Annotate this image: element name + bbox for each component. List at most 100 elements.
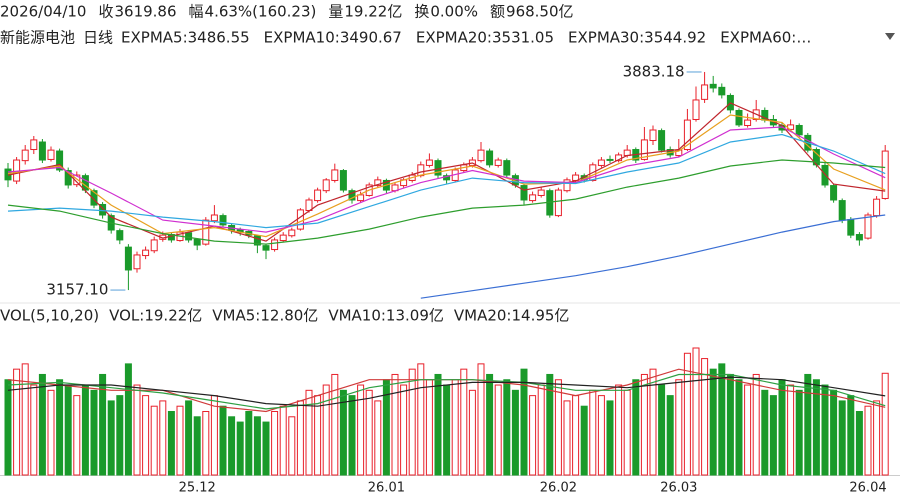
header-label: 换	[414, 3, 429, 21]
candle-body	[339, 170, 347, 191]
volume-bar	[589, 389, 597, 476]
annotation: 3157.10	[46, 281, 108, 299]
volume-bar	[408, 368, 416, 476]
candle-body	[709, 83, 717, 89]
volume-bar	[124, 363, 132, 476]
candle-body	[150, 239, 158, 252]
header-label: 量	[328, 3, 343, 21]
candle-body	[253, 235, 261, 246]
candle-body	[692, 99, 700, 120]
candle-body	[348, 190, 356, 201]
volume-bar	[193, 416, 201, 476]
x-tick-label: 26.01	[368, 481, 405, 496]
legend-expand-icon[interactable]	[885, 33, 895, 40]
volume-bar	[133, 384, 141, 476]
volume-bar	[331, 373, 339, 476]
volume-bar	[735, 379, 743, 476]
legend-entry: VOL:19.22亿	[109, 307, 202, 325]
candle-body	[38, 141, 46, 161]
volume-bar	[632, 379, 640, 476]
candle-body	[744, 119, 752, 126]
candle-body	[279, 234, 287, 242]
volume-bar	[167, 410, 175, 476]
volume-bar	[13, 368, 21, 476]
candle-body	[838, 200, 846, 221]
volume-bar	[202, 410, 210, 476]
candle-body	[864, 214, 872, 239]
volume-bar	[460, 368, 468, 476]
candle-body	[563, 179, 571, 192]
volume-bar	[21, 363, 29, 476]
candle-body	[477, 149, 485, 162]
volume-bar	[288, 416, 296, 476]
candle-body	[64, 170, 72, 186]
candle-body	[133, 254, 141, 270]
volume-bar	[503, 379, 511, 476]
volume-bar	[374, 400, 382, 476]
candle-body	[795, 124, 803, 136]
candle-body	[425, 159, 433, 166]
volume-bar	[279, 405, 287, 476]
candle-body	[142, 249, 150, 257]
volume-bar	[873, 400, 881, 476]
candle-body	[73, 174, 81, 186]
legend-entry: EXPMA10:3490.67	[264, 29, 402, 47]
indicator-line	[7, 133, 886, 229]
volume-bar	[296, 400, 304, 476]
volume-bar	[537, 384, 545, 476]
candle-body	[847, 219, 855, 236]
volume-bar	[752, 373, 760, 476]
volume-bar	[787, 384, 795, 476]
indicator-line	[7, 376, 886, 407]
volume-bar	[38, 373, 46, 476]
volume-bar	[838, 400, 846, 476]
volume-bar	[881, 372, 889, 476]
indicator-line	[7, 114, 886, 238]
candle-body	[210, 214, 218, 222]
candle-body	[701, 84, 709, 100]
volume-bar	[30, 384, 38, 476]
volume-bar	[554, 379, 562, 476]
indicator-line	[420, 214, 886, 299]
volume-bar	[99, 373, 107, 476]
x-tick-label: 25.12	[179, 481, 216, 496]
candle-body	[830, 185, 838, 201]
candle-body	[322, 179, 330, 192]
candle-body	[314, 189, 322, 202]
volume-bar	[219, 405, 227, 476]
volume-bar	[107, 400, 115, 476]
legend-entry: VMA10:13.09亿	[328, 307, 444, 325]
volume-bar	[391, 373, 399, 476]
candle-body	[116, 230, 124, 241]
candle-body	[881, 150, 889, 199]
header-label: 额	[490, 3, 505, 21]
volume-bar	[572, 395, 580, 476]
volume-bar	[812, 379, 820, 476]
candle-body	[718, 86, 726, 96]
date: 2026/04/10	[0, 3, 86, 21]
volume-bar	[692, 347, 700, 476]
volume-bar	[348, 395, 356, 476]
volume-bar	[675, 379, 683, 476]
candle-body	[503, 160, 511, 176]
volume-bar	[821, 384, 829, 476]
volume-bar	[529, 395, 537, 476]
volume-bar	[314, 395, 322, 476]
volume-bar	[339, 389, 347, 476]
volume-bar	[847, 395, 855, 476]
volume-bar	[81, 384, 89, 476]
candle-body	[658, 130, 666, 151]
volume-bar	[210, 395, 218, 476]
candle-body	[374, 179, 382, 187]
volume-bar	[615, 384, 623, 476]
x-tick-label: 26.02	[540, 481, 577, 496]
volume-bar	[658, 384, 666, 476]
volume-bar	[778, 379, 786, 476]
candle-body	[675, 149, 683, 157]
volume-bar	[47, 389, 55, 476]
volume-bar	[417, 363, 425, 476]
volume-bar	[64, 384, 72, 476]
volume-bar	[546, 373, 554, 476]
volume-bar	[253, 416, 261, 476]
